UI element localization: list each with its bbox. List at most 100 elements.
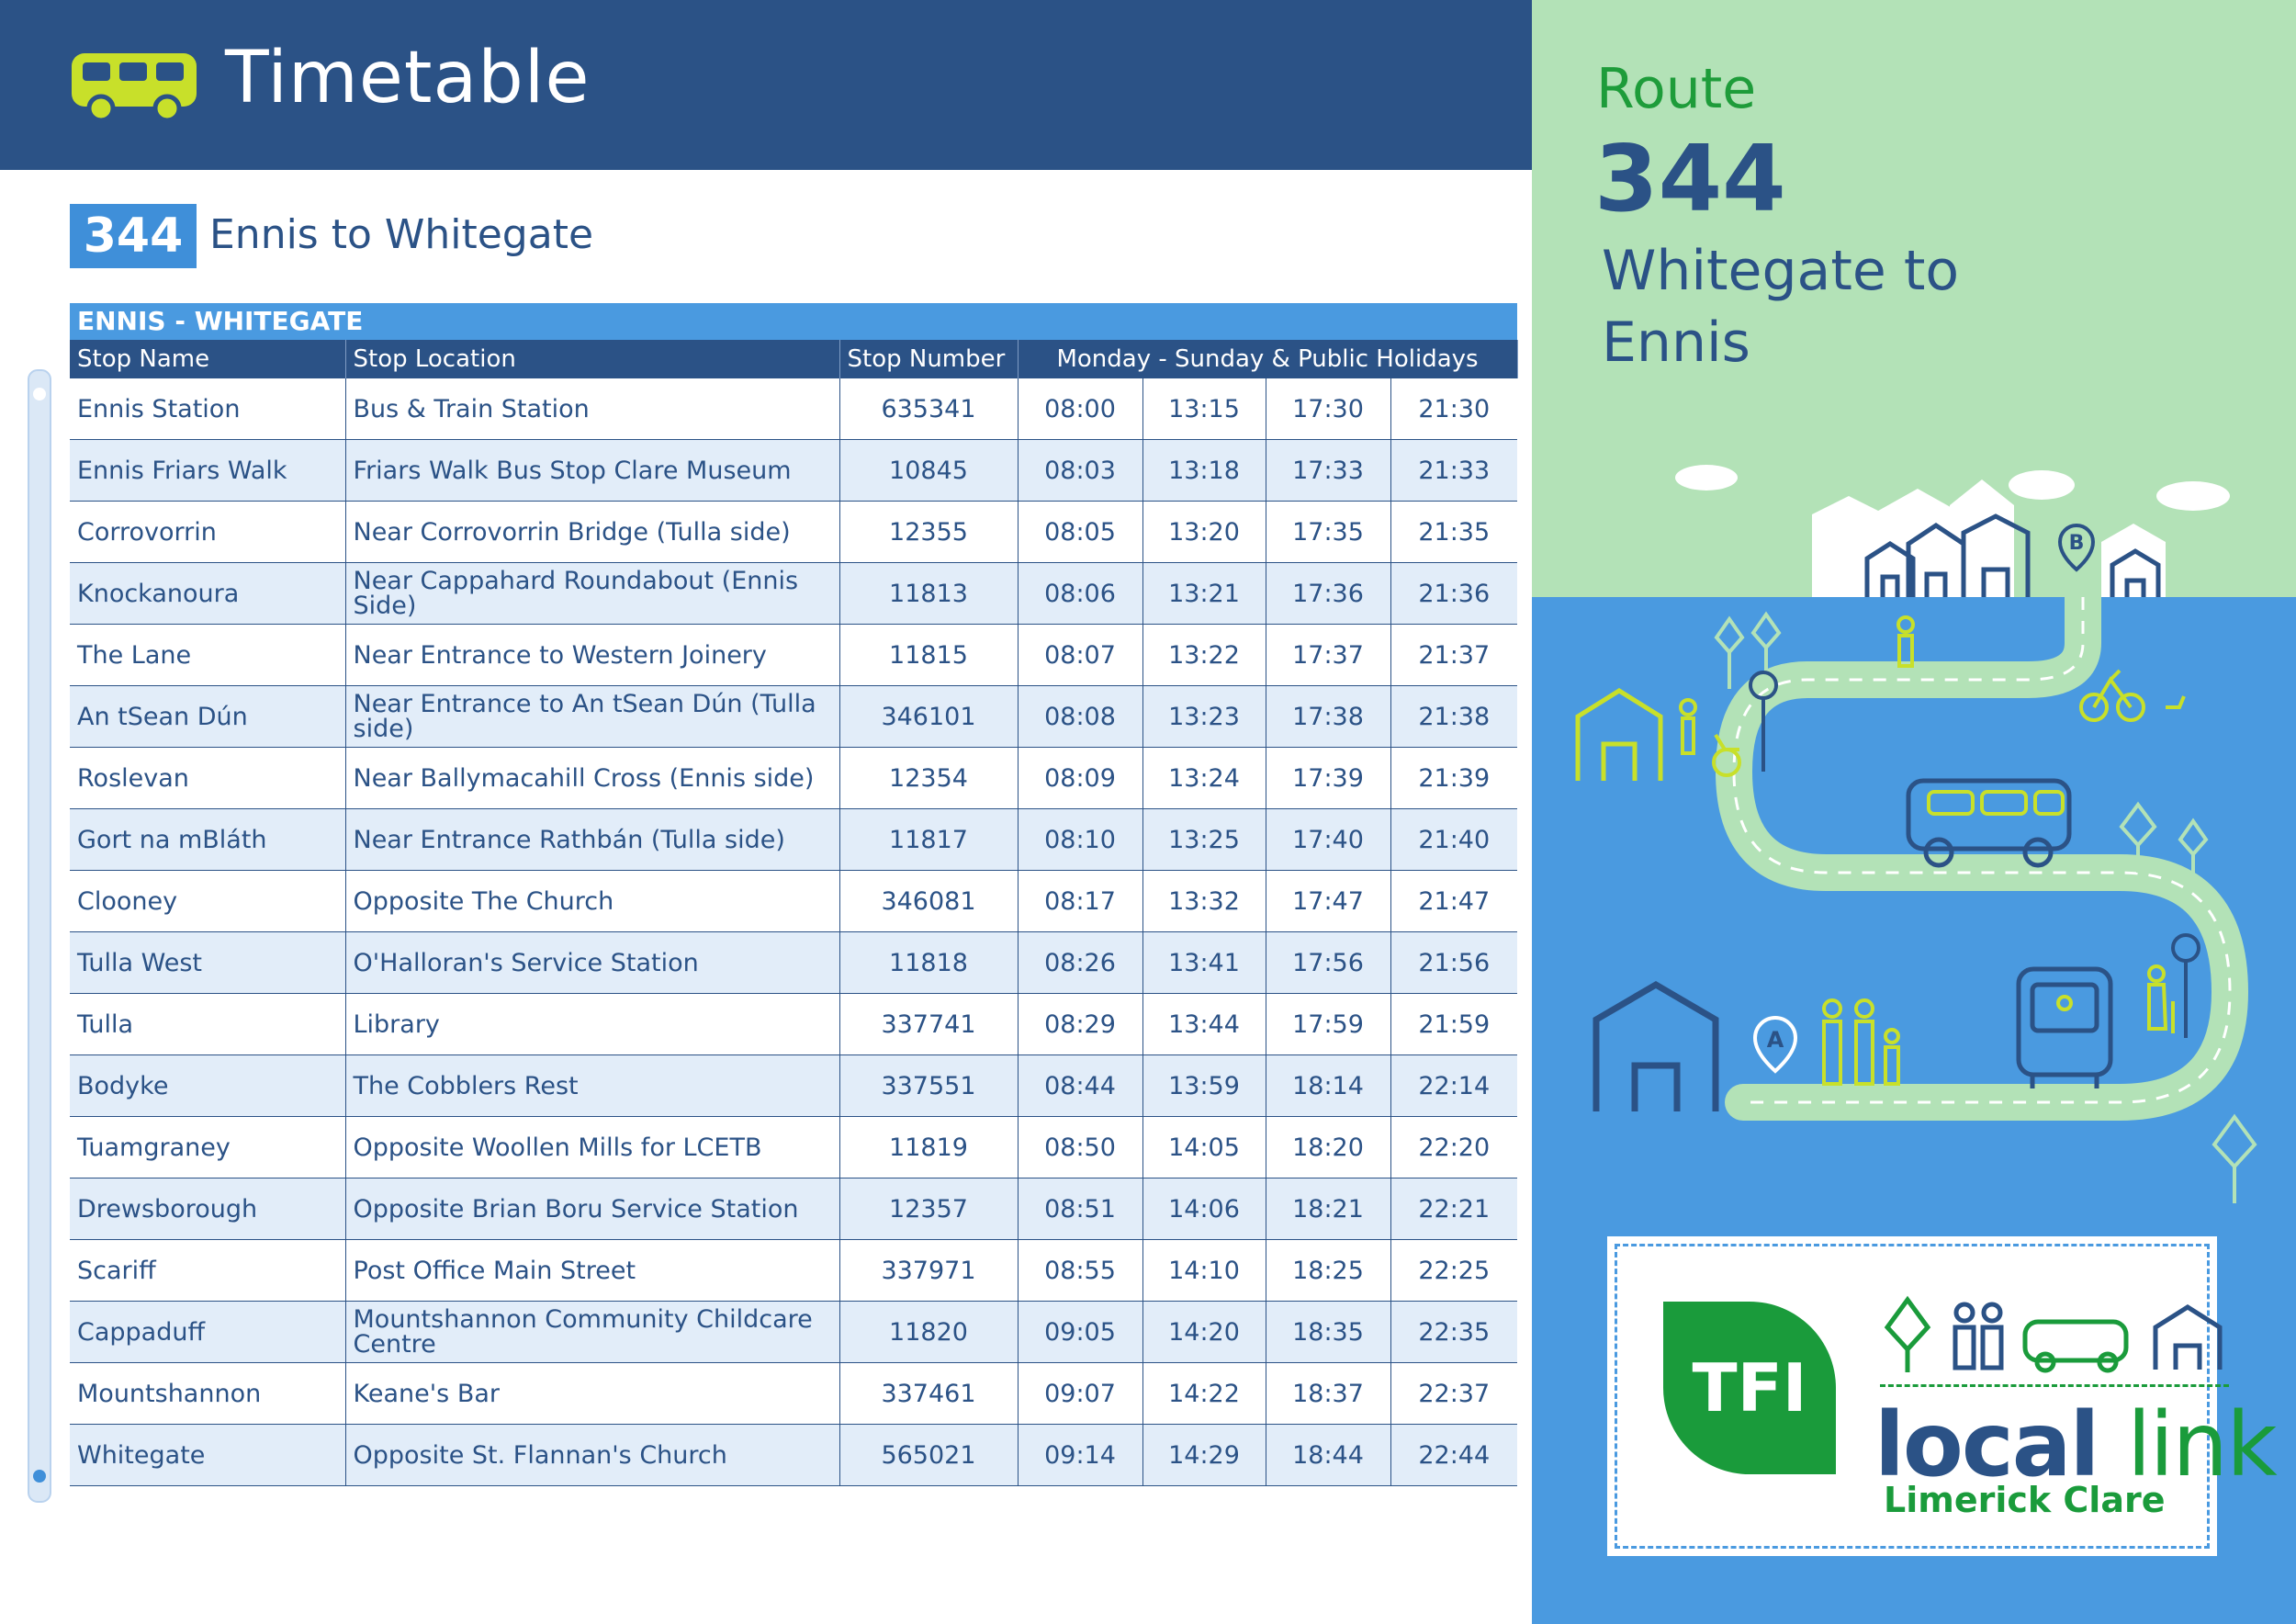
table-row: Roslevan Near Ballymacahill Cross (Ennis … [70, 747, 1518, 809]
departure-time-cell: 09:14 [1017, 1424, 1143, 1486]
departure-time-cell: 21:35 [1390, 501, 1518, 563]
table-row: Drewsborough Opposite Brian Boru Service … [70, 1178, 1518, 1240]
departure-time-cell: 13:59 [1142, 1054, 1266, 1117]
stop-name-cell: Ennis Friars Walk [70, 439, 346, 502]
stop-name-cell: Mountshannon [70, 1362, 346, 1425]
departure-time-cell: 21:33 [1390, 439, 1518, 502]
departure-time-cell: 08:00 [1017, 378, 1143, 440]
departure-time-cell: 13:25 [1142, 808, 1266, 871]
bus-icon [2022, 1319, 2129, 1373]
stop-name-cell: Tuamgraney [70, 1116, 346, 1179]
departure-time-cell: 14:05 [1142, 1116, 1266, 1179]
route-illustration: B [1575, 465, 2257, 1203]
stop-location-cell: Keane's Bar [344, 1362, 840, 1425]
departure-time-cell: 14:06 [1142, 1178, 1266, 1240]
departure-time-cell: 18:25 [1265, 1239, 1391, 1302]
departure-time-cell: 08:55 [1017, 1239, 1143, 1302]
departure-time-cell: 08:10 [1017, 808, 1143, 871]
departure-time-cell: 13:20 [1142, 501, 1266, 563]
local-text: local [1874, 1393, 2099, 1496]
stop-number-cell: 12355 [838, 501, 1019, 563]
stop-name-cell: Gort na mBláth [70, 808, 346, 871]
link-text: link [2126, 1393, 2278, 1496]
stop-location-cell: Near Entrance to Western Joinery [344, 624, 840, 686]
stop-number-cell: 11813 [838, 562, 1019, 625]
stop-name-cell: Knockanoura [70, 562, 346, 625]
table-body: Ennis Station Bus & Train Station 635341 08… [70, 378, 1518, 1486]
local-link-wordmark: local link [1874, 1393, 2278, 1496]
departure-time-cell: 22:25 [1390, 1239, 1518, 1302]
stop-b-label: B [2069, 532, 2085, 555]
stop-location-cell: Near Corrovorrin Bridge (Tulla side) [344, 501, 840, 563]
table-row: Knockanoura Near Cappahard Roundabout (En… [70, 562, 1518, 625]
departure-time-cell: 18:14 [1265, 1054, 1391, 1117]
table-row: Cappaduff Mountshannon Community Childcar… [70, 1301, 1518, 1363]
bus-stop-sign-icon [1749, 671, 2200, 1038]
departure-time-cell: 21:40 [1390, 808, 1518, 871]
stop-number-cell: 635341 [838, 378, 1019, 440]
stop-name-cell: Corrovorrin [70, 501, 346, 563]
wheelchair-user-icon [1679, 698, 1741, 777]
route-number: 344 [1594, 125, 1786, 232]
stop-number-cell: 565021 [838, 1424, 1019, 1486]
departure-time-cell: 08:05 [1017, 501, 1143, 563]
table-row: Gort na mBláth Near Entrance Rathbán (Tul… [70, 808, 1518, 871]
departure-time-cell: 08:29 [1017, 993, 1143, 1055]
driver-icon [2056, 995, 2073, 1011]
people-icon [1953, 1302, 2004, 1370]
table-row: Mountshannon Keane's Bar 337461 09:07 14:22 1… [70, 1362, 1518, 1425]
departure-time-cell: 22:20 [1390, 1116, 1518, 1179]
stop-name-cell: An tSean Dún [70, 685, 346, 748]
departure-time-cell: 08:07 [1017, 624, 1143, 686]
stop-location-cell: Near Ballymacahill Cross (Ennis side) [344, 747, 840, 809]
tfi-badge: TFI [1663, 1302, 1836, 1474]
stop-location-cell: Library [344, 993, 840, 1055]
stop-location-cell: Near Entrance to An tSean Dún (Tulla sid… [344, 685, 840, 748]
departure-time-cell: 08:51 [1017, 1178, 1143, 1240]
departure-time-cell: 22:35 [1390, 1301, 1518, 1363]
stop-name-cell: Tulla West [70, 931, 346, 994]
departure-time-cell: 14:29 [1142, 1424, 1266, 1486]
departure-time-cell: 21:37 [1390, 624, 1518, 686]
logo-border: TFI local link Limerick Clare [1615, 1244, 2278, 1549]
table-row: Clooney Opposite The Church 346081 08:17 13:… [70, 870, 1518, 932]
departure-time-cell: 17:39 [1265, 747, 1391, 809]
departure-time-cell: 18:21 [1265, 1178, 1391, 1240]
departure-time-cell: 17:59 [1265, 993, 1391, 1055]
table-row: Ennis Station Bus & Train Station 635341 08… [70, 378, 1518, 440]
departure-time-cell: 13:23 [1142, 685, 1266, 748]
departure-time-cell: 21:59 [1390, 993, 1518, 1055]
departure-time-cell: 22:44 [1390, 1424, 1518, 1486]
cyclist-icon [2079, 669, 2186, 722]
departure-time-cell: 17:47 [1265, 870, 1391, 932]
person-icon [1896, 615, 1915, 668]
home-icon [2153, 1304, 2223, 1370]
tree-icon [1714, 611, 2257, 1203]
departure-time-cell: 13:18 [1142, 439, 1266, 502]
table-header-row: Stop Name Stop Location Stop Number Mond… [70, 340, 1518, 378]
departure-time-cell: 21:47 [1390, 870, 1518, 932]
region-text: Limerick Clare [1884, 1480, 2166, 1520]
departure-time-cell: 14:22 [1142, 1362, 1266, 1425]
stop-number-cell: 11819 [838, 1116, 1019, 1179]
departure-time-cell: 22:37 [1390, 1362, 1518, 1425]
bus-icon [1906, 778, 2072, 868]
column-header-stop-name: Stop Name [70, 340, 346, 378]
table-row: Corrovorrin Near Corrovorrin Bridge (Tull… [70, 501, 1518, 563]
stop-location-cell: The Cobblers Rest [344, 1054, 840, 1117]
tree-icon [1884, 1295, 1931, 1372]
stop-number-cell: 337551 [838, 1054, 1019, 1117]
logo-icons [1884, 1295, 2223, 1373]
stop-a-label: A [1767, 1027, 1784, 1053]
table-row: Whitegate Opposite St. Flannan's Church 56… [70, 1424, 1518, 1486]
scroll-start-dot [33, 388, 46, 400]
departure-time-cell: 08:50 [1017, 1116, 1143, 1179]
route-label: Route [1596, 57, 1757, 121]
stop-name-cell: Whitegate [70, 1424, 346, 1486]
departure-time-cell: 21:56 [1390, 931, 1518, 994]
departure-time-cell: 18:20 [1265, 1116, 1391, 1179]
departure-time-cell: 18:37 [1265, 1362, 1391, 1425]
stop-name-cell: Bodyke [70, 1054, 346, 1117]
scroll-track[interactable] [28, 369, 51, 1503]
route-number-badge: 344 [70, 204, 197, 268]
